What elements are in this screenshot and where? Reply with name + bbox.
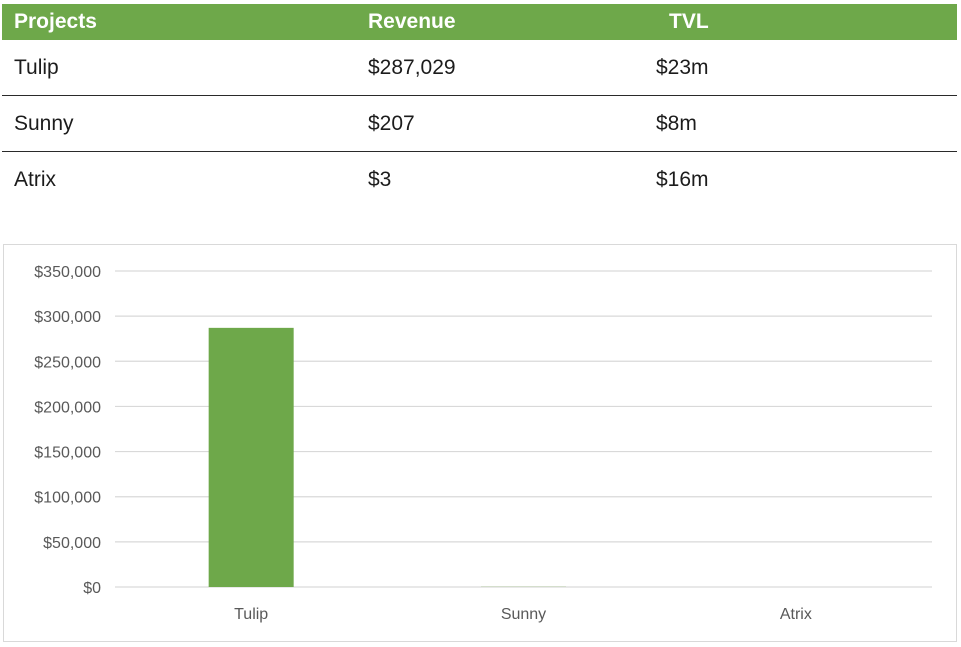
header-projects: Projects (14, 10, 97, 33)
cell-tvl: $16m (656, 168, 709, 191)
x-tick-label: Sunny (501, 606, 546, 623)
table-header: Projects Revenue TVL (2, 4, 957, 40)
table-row: Atrix $3 $16m (2, 152, 957, 208)
y-tick-label: $300,000 (34, 309, 101, 326)
cell-tvl: $23m (656, 56, 709, 79)
cell-revenue: $3 (368, 168, 392, 191)
cell-revenue: $207 (368, 112, 415, 135)
bar (208, 327, 294, 587)
header-revenue: Revenue (368, 10, 456, 33)
revenue-chart: $0 $50,000 $100,000 $150,000 $200,000 $250,00… (3, 244, 957, 642)
cell-project: Sunny (14, 112, 74, 135)
projects-table: Projects Revenue TVL Tulip $287,029 $23m… (2, 4, 957, 208)
y-tick-label: $250,000 (34, 354, 101, 371)
cell-revenue: $287,029 (368, 56, 456, 79)
cell-project: Tulip (14, 56, 59, 79)
y-tick-label: $0 (83, 580, 101, 597)
table-row: Sunny $207 $8m (2, 96, 957, 152)
cell-tvl: $8m (656, 112, 697, 135)
y-tick-label: $100,000 (34, 490, 101, 507)
y-tick-label: $150,000 (34, 445, 101, 462)
cell-project: Atrix (14, 168, 56, 191)
x-tick-label: Atrix (780, 606, 812, 623)
y-tick-label: $200,000 (34, 399, 101, 416)
y-tick-label: $50,000 (43, 535, 101, 552)
header-tvl: TVL (669, 10, 709, 33)
y-tick-label: $350,000 (34, 264, 101, 281)
table-row: Tulip $287,029 $23m (2, 40, 957, 96)
bar-chart-svg: $0 $50,000 $100,000 $150,000 $200,000 $250,00… (34, 264, 932, 623)
x-tick-label: Tulip (234, 606, 268, 623)
